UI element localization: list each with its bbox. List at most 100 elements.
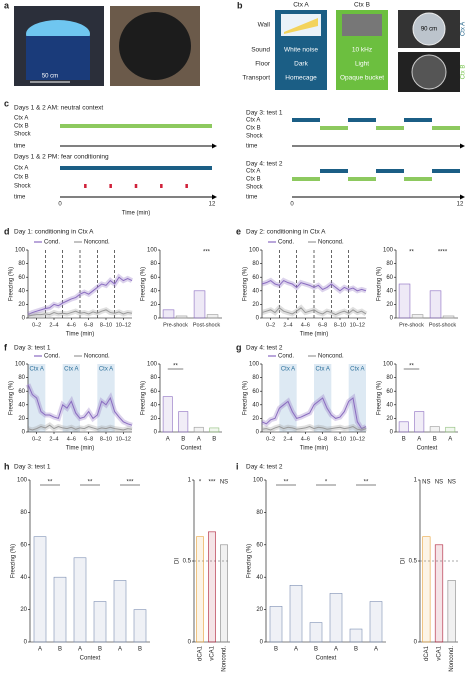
bar — [162, 309, 175, 319]
row-label: Shock — [246, 185, 264, 191]
x-tick-label: B — [138, 647, 142, 653]
x-axis-title: Context — [181, 446, 202, 452]
ctx-cell: Light — [355, 61, 369, 68]
x-tick-label: vCA1 — [437, 645, 443, 660]
x-tick-label: 2–4 — [49, 436, 58, 442]
bar — [398, 283, 411, 319]
y-tick-label: 100 — [253, 478, 264, 484]
arrow-head — [212, 194, 217, 200]
row-label: time — [246, 195, 258, 201]
ctx-title: Ctx B — [354, 2, 370, 9]
bar — [429, 426, 440, 433]
panel-label: i — [236, 461, 239, 471]
timeline-bar — [292, 177, 320, 181]
axis-title: Time (min) — [122, 211, 150, 217]
chart-title: Day 3: test 1 — [14, 464, 51, 471]
bar — [193, 290, 206, 319]
y-tick-label: 100 — [249, 362, 260, 368]
bar — [162, 396, 173, 433]
x-tick-label: Noncond. — [449, 646, 455, 672]
y-tick-label: 0 — [22, 430, 26, 436]
bar — [329, 593, 343, 643]
y-tick-label: 20 — [386, 416, 393, 422]
y-tick-label: 100 — [17, 478, 28, 484]
timeline-bar — [109, 184, 112, 188]
y-axis-title: DI — [175, 558, 181, 564]
y-axis-title: Freezing (%) — [243, 267, 249, 301]
y-tick-label: 100 — [15, 248, 26, 254]
y-tick-label: 60 — [18, 389, 25, 395]
row-label: Sound — [251, 47, 270, 54]
x-tick-label: B — [98, 647, 102, 653]
arena-body — [26, 36, 90, 80]
timeline-bar — [404, 118, 432, 122]
y-tick-label: 80 — [252, 261, 259, 267]
x-tick-label: B — [314, 647, 318, 653]
y-tick-label: 0 — [154, 430, 158, 436]
x-tick-label: 6–8 — [318, 322, 327, 328]
row-label: Ctx B — [246, 177, 261, 183]
block-title: Days 1 & 2 PM: fear conditioning — [14, 154, 109, 161]
bar — [220, 544, 228, 643]
series-line — [27, 309, 133, 317]
timeline-bar — [348, 177, 376, 181]
y-tick-label: 0 — [188, 640, 192, 646]
y-tick-label: 20 — [386, 302, 393, 308]
y-tick-label: 0 — [414, 640, 418, 646]
bar — [422, 536, 431, 643]
context-region — [279, 364, 297, 432]
row-label: Floor — [255, 61, 271, 68]
x-tick-label: A — [118, 647, 122, 653]
row-label: time — [14, 144, 26, 150]
bar — [206, 314, 219, 319]
bar — [208, 531, 216, 643]
significance: ** — [88, 480, 93, 486]
bar — [289, 584, 303, 643]
y-tick-label: 60 — [18, 275, 25, 281]
x-tick-label: 2–4 — [283, 436, 292, 442]
y-tick-label: 60 — [150, 275, 157, 281]
row-label: Transport — [242, 75, 270, 82]
x-tick-label: vCA1 — [210, 645, 216, 660]
significance: *** — [208, 480, 216, 486]
context-region — [348, 364, 366, 432]
series-line — [27, 384, 133, 426]
y-tick-label: 40 — [386, 288, 393, 294]
panel-label: d — [4, 226, 10, 236]
y-tick-label: 0 — [260, 640, 264, 646]
legend-label: Cond. — [44, 240, 60, 246]
x-tick-label: A — [38, 647, 42, 653]
x-tick-label: 4–6 — [301, 436, 310, 442]
y-tick-label: 100 — [383, 248, 394, 254]
x-tick-label: 10–12 — [116, 436, 131, 442]
y-tick-label: 1 — [188, 478, 192, 484]
y-tick-label: 100 — [147, 362, 158, 368]
y-tick-label: 40 — [18, 402, 25, 408]
row-label: Ctx B — [14, 124, 29, 130]
y-tick-label: 60 — [252, 389, 259, 395]
ctx-cell: White noise — [284, 47, 318, 54]
x-axis-title: Time (min) — [300, 332, 328, 338]
x-axis-title: Time (min) — [300, 446, 328, 452]
ctx-title: Ctx A — [293, 2, 309, 9]
y-tick-label: 80 — [150, 261, 157, 267]
x-tick-label: Pre-shock — [163, 322, 188, 328]
series-line — [261, 426, 367, 431]
significance: ** — [409, 250, 414, 256]
bar — [269, 606, 283, 643]
region-label: Ctx A — [99, 367, 113, 373]
y-tick-label: 40 — [20, 575, 27, 581]
bar — [175, 315, 188, 319]
legend-label: Cond. — [278, 240, 294, 246]
significance: NS — [435, 480, 443, 486]
significance: ** — [48, 480, 53, 486]
y-tick-label: 80 — [386, 261, 393, 267]
bar — [369, 601, 383, 643]
row-label: Ctx A — [14, 166, 28, 172]
arena-dark — [119, 12, 191, 80]
region-label: Ctx A — [315, 367, 329, 373]
significance: NS — [220, 480, 228, 486]
region-label: Ctx A — [29, 367, 43, 373]
axis-label: 12 — [457, 202, 464, 208]
